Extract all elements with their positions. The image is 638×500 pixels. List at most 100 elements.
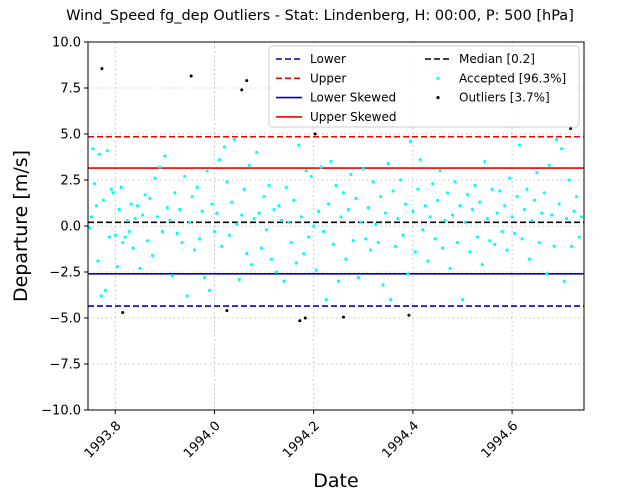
accepted-point (245, 252, 249, 256)
accepted-point (517, 143, 522, 147)
accepted-point (401, 233, 405, 237)
accepted-point (145, 239, 150, 243)
accepted-point (488, 239, 492, 243)
accepted-point (555, 137, 559, 142)
accepted-point (113, 233, 117, 237)
accepted-point (143, 193, 147, 197)
accepted-point (212, 229, 217, 234)
accepted-point (547, 163, 551, 167)
accepted-point (567, 178, 571, 182)
accepted-point (105, 148, 109, 153)
accepted-point (160, 229, 164, 234)
accepted-point (148, 196, 152, 200)
accepted-point (562, 279, 566, 283)
outlier-point (569, 126, 573, 130)
accepted-point (364, 237, 368, 241)
accepted-point (545, 272, 549, 276)
accepted-point (339, 215, 343, 219)
accepted-point (97, 152, 102, 156)
accepted-point (190, 194, 194, 199)
accepted-point (458, 204, 462, 208)
y-tick-label: 5.0 (60, 128, 81, 143)
accepted-point (550, 213, 554, 217)
accepted-point (446, 191, 450, 195)
accepted-point (255, 150, 259, 154)
accepted-point (354, 196, 358, 200)
accepted-point (287, 220, 291, 224)
y-tick-label: 0.0 (60, 220, 81, 235)
accepted-point (510, 215, 514, 219)
accepted-point (423, 204, 427, 208)
accepted-point (292, 198, 296, 202)
x-tick-label: 1994.0 (181, 419, 224, 462)
accepted-point (386, 161, 390, 166)
accepted-point (269, 257, 274, 261)
accepted-point (443, 218, 447, 223)
accepted-point (391, 189, 395, 193)
accepted-point (230, 200, 234, 204)
accepted-point (264, 228, 269, 232)
accepted-point (329, 160, 333, 164)
legend-label: Lower (310, 52, 346, 66)
accepted-point (565, 217, 569, 221)
accepted-point (574, 194, 579, 199)
accepted-point (475, 235, 479, 239)
outlier-point (303, 316, 307, 320)
accepted-point (92, 182, 97, 186)
accepted-point (131, 246, 135, 250)
accepted-point (155, 215, 160, 219)
accepted-point (168, 218, 172, 223)
accepted-point (493, 242, 497, 246)
accepted-point (336, 279, 341, 283)
accepted-point (262, 194, 266, 199)
accepted-point (512, 231, 517, 235)
accepted-point (374, 222, 378, 226)
accepted-point (247, 163, 251, 167)
accepted-point (153, 176, 157, 180)
accepted-point (289, 240, 293, 245)
outlier-point (240, 88, 244, 92)
accepted-point (133, 217, 137, 221)
accepted-point (485, 217, 489, 221)
x-tick-label: 1994.2 (280, 419, 323, 462)
accepted-point (351, 239, 355, 243)
y-tick-label: −10.0 (41, 404, 81, 419)
accepted-point (473, 183, 477, 188)
accepted-point (535, 171, 539, 175)
accepted-point (428, 215, 432, 219)
accepted-point (431, 182, 435, 186)
accepted-point (101, 198, 105, 202)
accepted-point (119, 185, 123, 189)
accepted-point (240, 213, 244, 217)
accepted-point (384, 211, 388, 215)
accepted-point (163, 154, 167, 158)
accepted-point (448, 266, 452, 270)
accepted-point (123, 235, 127, 239)
accepted-point (136, 204, 140, 208)
accepted-point (111, 191, 115, 195)
legend-marker (436, 96, 440, 100)
x-tick-label: 1993.8 (82, 419, 125, 462)
outlier-point (189, 74, 193, 78)
outlier-point (341, 315, 345, 319)
accepted-point (96, 259, 100, 263)
accepted-point (178, 207, 182, 212)
accepted-point (552, 244, 556, 248)
accepted-point (490, 187, 494, 191)
accepted-point (421, 228, 425, 232)
data-points (87, 67, 584, 323)
accepted-point (175, 231, 179, 235)
legend-label: Upper Skewed (310, 110, 396, 124)
accepted-point (158, 165, 162, 169)
accepted-point (140, 213, 145, 217)
accepted-point (115, 264, 119, 269)
y-tick-label: −7.5 (49, 358, 81, 373)
accepted-point (460, 298, 465, 302)
accepted-point (522, 207, 527, 212)
accepted-point (165, 206, 169, 210)
y-axis-label: Departure [m/s] (10, 150, 32, 302)
x-tick-label: 1994.6 (479, 419, 522, 462)
accepted-point (94, 204, 99, 208)
legend: Lower Upper Lower Skewed Upper Skewed Median… (268, 45, 580, 128)
